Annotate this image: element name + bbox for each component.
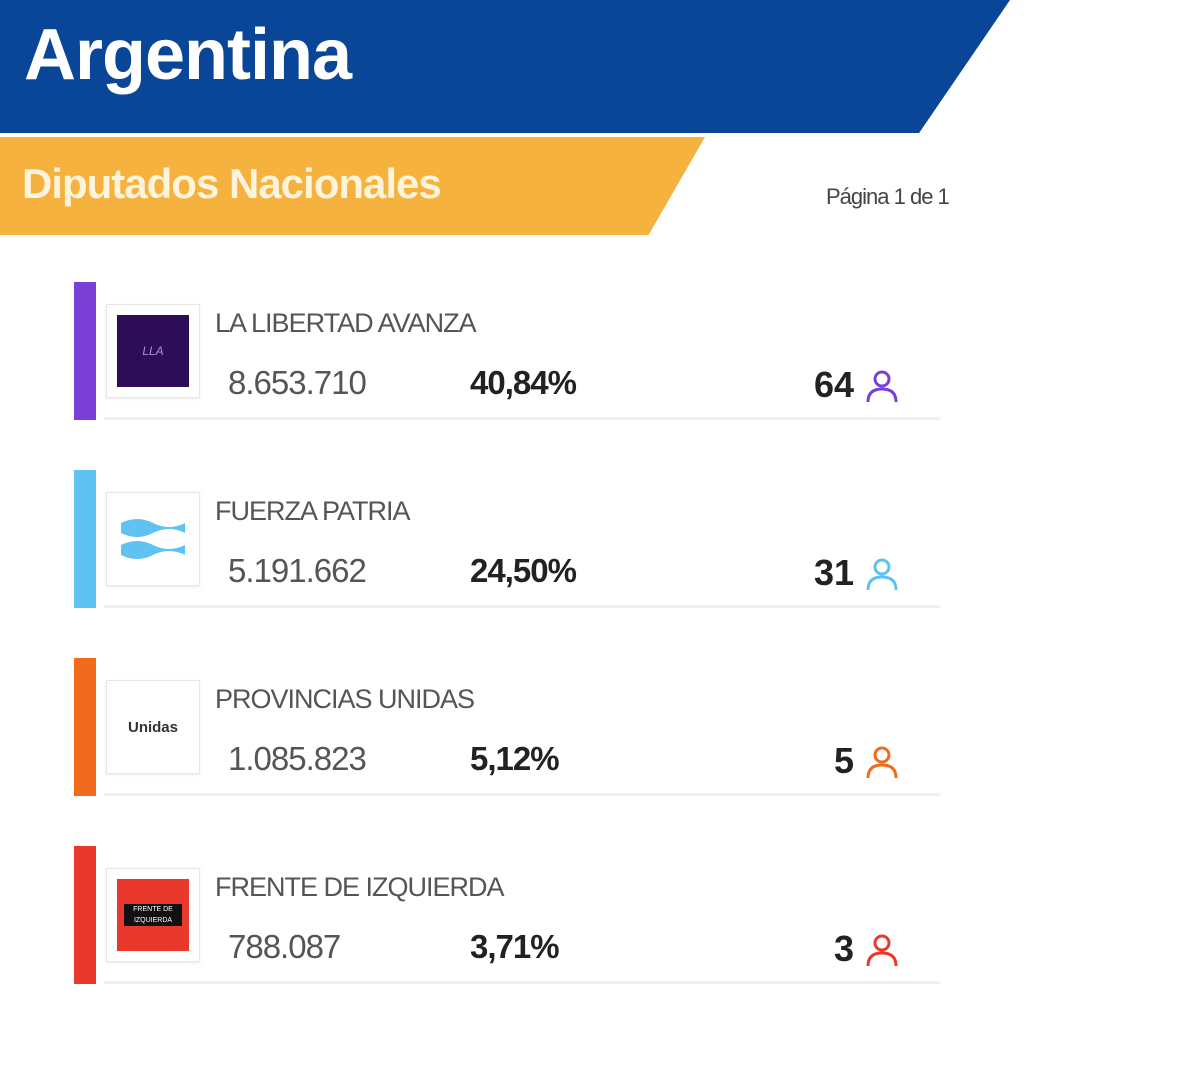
party-card (104, 470, 940, 608)
party-votes: 8.653.710 (228, 364, 367, 401)
party-name: FUERZA PATRIA (215, 496, 411, 526)
person-icon (866, 746, 898, 779)
party-percent: 24,50% (470, 552, 577, 589)
subheader-banner (0, 137, 705, 235)
party-percent: 5,12% (470, 740, 560, 777)
person-icon (866, 558, 898, 591)
party-logo: Unidas (106, 680, 200, 774)
page-title: Argentina (24, 15, 352, 95)
party-name: LA LIBERTAD AVANZA (215, 308, 477, 338)
party-seats: 5 (833, 740, 854, 781)
section-title: Diputados Nacionales (22, 160, 442, 207)
party-votes: 5.191.662 (228, 552, 367, 589)
party-seats: 64 (813, 364, 854, 405)
party-logo: FRENTE DE IZQUIERDA (106, 868, 200, 962)
header-banner (0, 0, 1010, 133)
person-icon (866, 370, 898, 403)
party-color-bar (74, 282, 96, 420)
party-votes: 788.087 (228, 928, 341, 965)
party-seats: 3 (833, 928, 854, 969)
party-row: FUERZA PATRIA 5.191.662 24,50% 31 (74, 470, 940, 608)
party-logo (106, 492, 200, 586)
party-logo: LLA (106, 304, 200, 398)
party-seats: 31 (813, 552, 854, 593)
party-card (104, 846, 940, 984)
page-indicator: Página 1 de 1 (826, 184, 950, 209)
party-name: FRENTE DE IZQUIERDA (215, 872, 505, 902)
party-percent: 40,84% (470, 364, 577, 401)
party-row: Unidas PROVINCIAS UNIDAS 1.085.823 5,12%… (74, 658, 940, 796)
party-percent: 3,71% (470, 928, 560, 965)
party-card (104, 658, 940, 796)
party-color-bar (74, 846, 96, 984)
person-icon (866, 934, 898, 967)
party-row: FRENTE DE IZQUIERDA FRENTE DE IZQUIERDA … (74, 846, 940, 984)
party-color-bar (74, 470, 96, 608)
party-card (104, 282, 940, 420)
party-name: PROVINCIAS UNIDAS (215, 684, 475, 714)
party-votes: 1.085.823 (228, 740, 367, 777)
party-color-bar (74, 658, 96, 796)
party-row: LLA LA LIBERTAD AVANZA 8.653.710 40,84% … (74, 282, 940, 420)
